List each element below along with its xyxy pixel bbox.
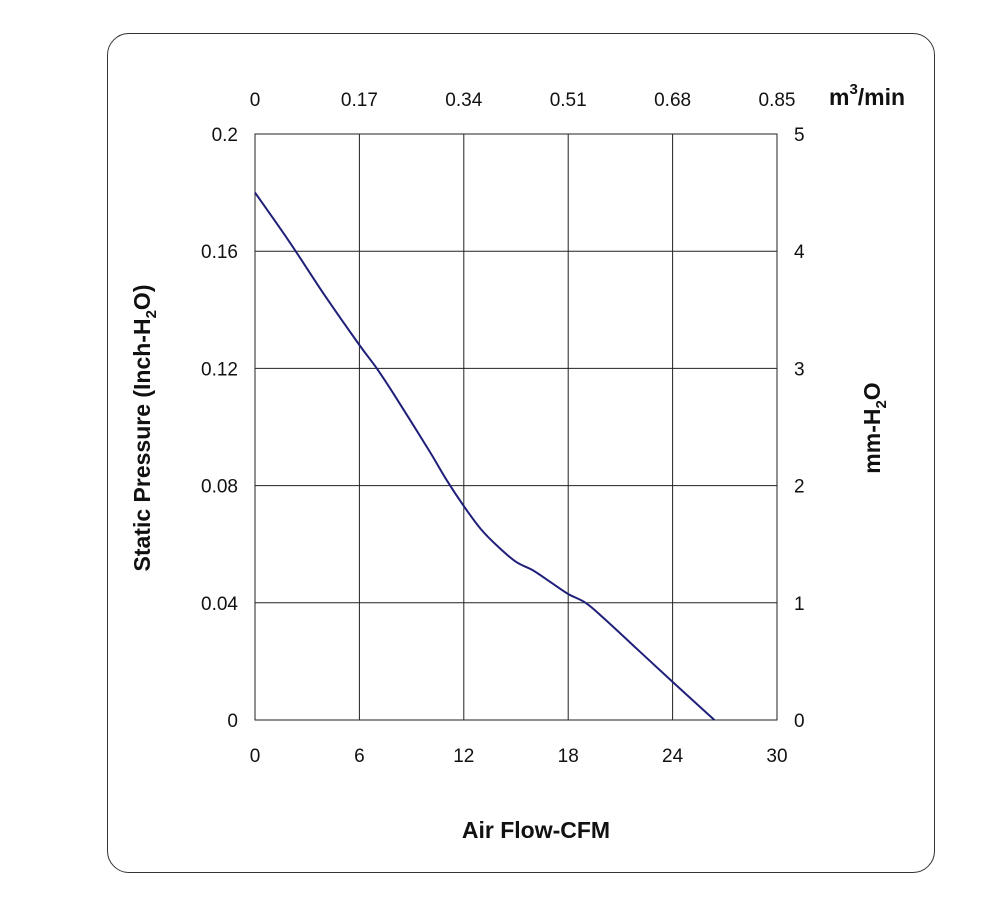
tick-labels: 0 6 12 18 24 300 0.17 0.34 0.51 0.68 0.8500.040.08…: [201, 90, 805, 767]
y-tick-label: 0: [227, 711, 238, 732]
y-tick-label: 0.12: [201, 359, 238, 380]
y-tick-label: 0.16: [201, 242, 238, 263]
x-tick-label: 18: [558, 746, 579, 767]
chart-frame: [107, 33, 935, 873]
right-axis-title: mm-H2O: [859, 382, 890, 473]
top-x-tick-label: 0.68: [654, 90, 691, 111]
y-tick-label: 0.04: [201, 594, 238, 615]
x-axis-title: Air Flow-CFM: [462, 817, 610, 843]
right-y-tick-label: 4: [794, 242, 805, 263]
right-y-tick-label: 3: [794, 359, 805, 380]
grid-lines: [255, 134, 777, 720]
x-tick-label: 30: [766, 746, 787, 767]
x-tick-label: 12: [453, 746, 474, 767]
x-tick-label: 6: [354, 746, 365, 767]
right-y-tick-label: 1: [794, 594, 805, 615]
right-y-tick-label: 0: [794, 711, 805, 732]
top-x-tick-label: 0: [250, 90, 261, 111]
top-x-tick-label: 0.17: [341, 90, 378, 111]
x-tick-label: 24: [662, 746, 684, 767]
y-tick-label: 0.2: [212, 125, 238, 146]
top-x-tick-label: 0.34: [445, 90, 482, 111]
top-axis-title: m3/min: [829, 81, 905, 110]
plot-area: [254, 133, 778, 721]
x-tick-label: 0: [250, 746, 261, 767]
y-axis-title: Static Pressure (Inch-H2O): [129, 285, 160, 572]
right-y-tick-label: 2: [794, 477, 805, 498]
y-tick-label: 0.08: [201, 477, 238, 498]
top-x-tick-label: 0.51: [550, 90, 587, 111]
top-x-tick-label: 0.85: [759, 90, 796, 111]
pressure-flow-curve: [254, 192, 716, 721]
right-y-tick-label: 5: [794, 125, 805, 146]
